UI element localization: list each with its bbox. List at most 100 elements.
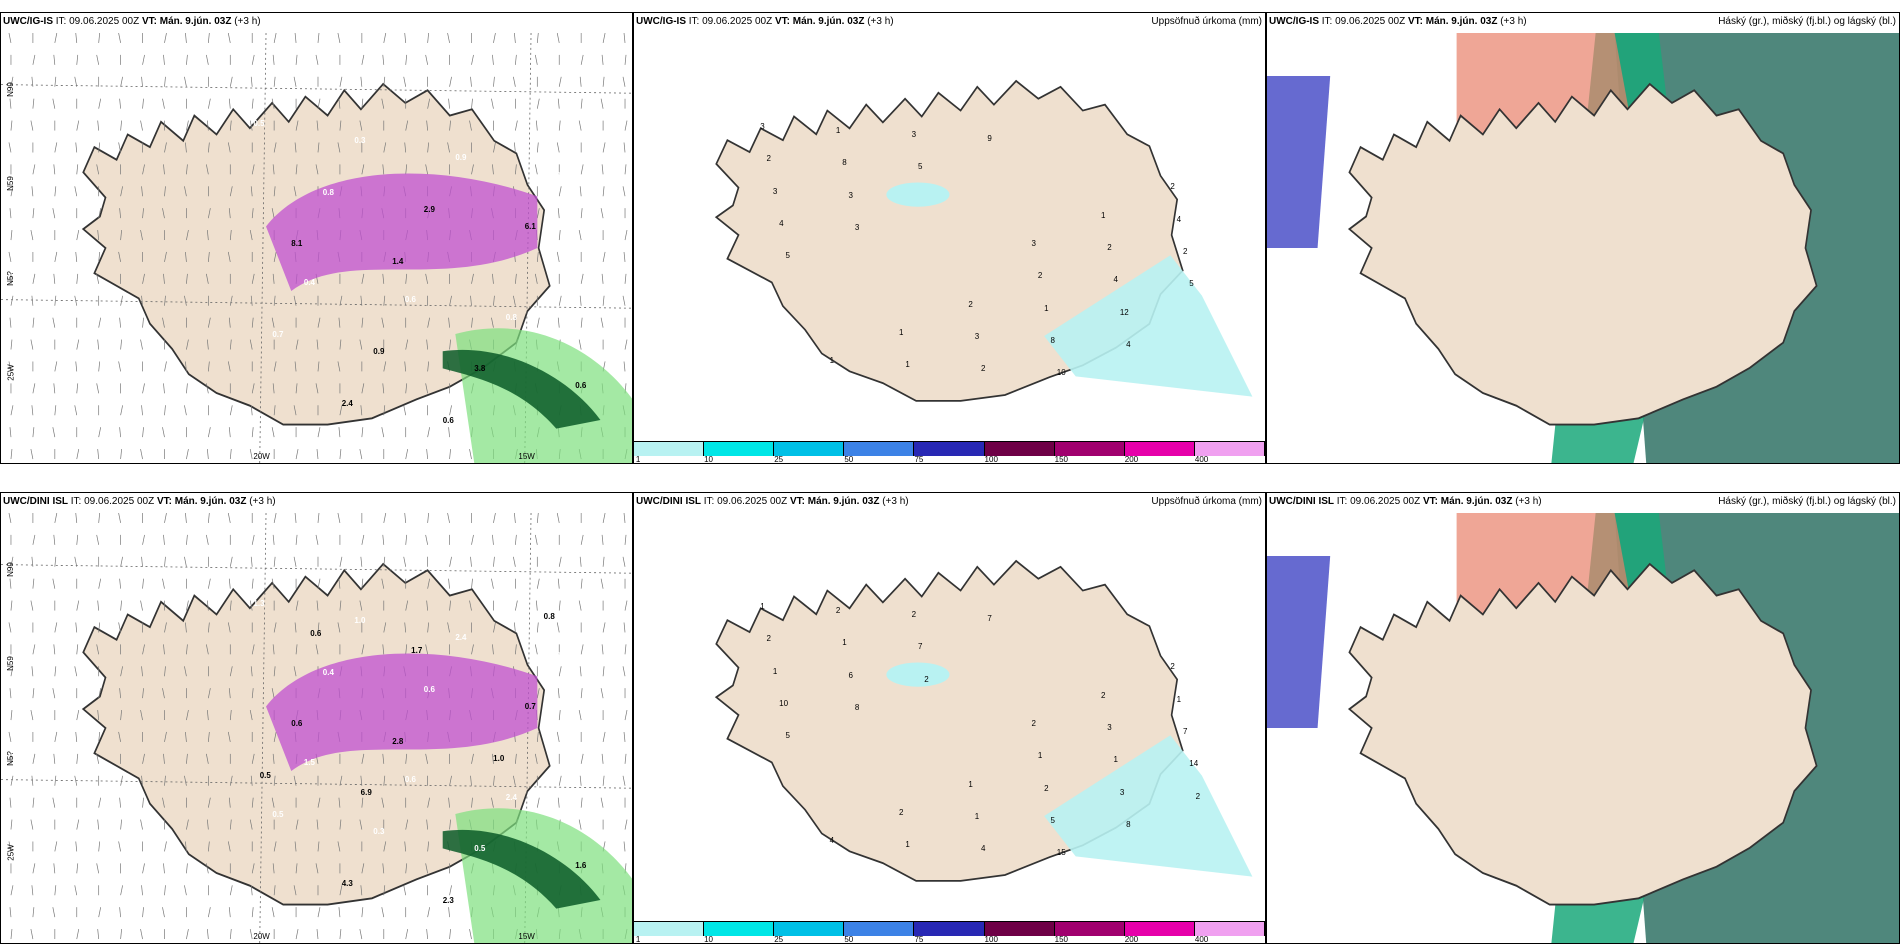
colorbar-tick: 400 <box>1194 455 1209 464</box>
wind-barb <box>295 383 298 394</box>
wind-barb <box>140 339 143 350</box>
wind-barb <box>622 76 626 87</box>
wind-barb <box>31 556 34 567</box>
wind-barb <box>229 710 232 721</box>
wind-barb <box>96 54 100 65</box>
wind-barb <box>251 54 255 65</box>
colorbar-segment <box>634 442 705 456</box>
longitude-label: 20W <box>253 932 270 941</box>
wind-barb <box>54 841 58 852</box>
precip-value-label: 2 <box>1031 719 1036 729</box>
wind-barb <box>186 534 188 545</box>
precip-value-label: 3 <box>1107 723 1112 733</box>
wind-barb <box>447 622 450 633</box>
wind-barb <box>580 164 584 175</box>
precip-value-label: 2 <box>1170 182 1175 192</box>
iceland-land <box>1347 562 1818 906</box>
wind-value-label: 8.1 <box>291 239 303 249</box>
wind-barb <box>30 339 34 350</box>
wind-barb <box>10 76 14 87</box>
wind-barb <box>580 273 584 284</box>
colorbar-tick: 100 <box>984 455 998 464</box>
wind-barb <box>513 295 516 306</box>
wind-barb <box>96 273 100 284</box>
wind-barb <box>558 666 562 677</box>
wind-barb <box>120 405 123 416</box>
wind-barb <box>337 142 341 153</box>
wind-barb <box>382 863 385 874</box>
wind-barb <box>426 339 428 350</box>
wind-barb <box>623 142 626 153</box>
precip-purple <box>266 173 538 291</box>
precip-value-label: 2 <box>1044 783 1049 793</box>
wind-barb <box>273 885 276 896</box>
wind-value-label: 1.3 <box>253 599 265 608</box>
wind-barb <box>602 666 605 677</box>
wind-barb <box>164 556 166 567</box>
wind-barb <box>359 120 363 131</box>
wind-barb <box>228 208 231 219</box>
wind-barb <box>75 513 78 523</box>
wind-barb <box>536 251 539 262</box>
wind-barb <box>339 295 343 306</box>
wind-barb <box>557 797 560 808</box>
colorbar-tick: 25 <box>774 935 784 944</box>
map-panel-6: UWC/DINI ISL IT: 09.06.2025 00Z VT: Mán.… <box>1266 492 1900 944</box>
wind-barb <box>580 317 583 328</box>
wind-barb <box>249 448 253 460</box>
wind-barb <box>10 819 13 830</box>
wind-barb <box>250 186 253 197</box>
wind-barb <box>9 797 12 808</box>
wind-barb <box>119 208 121 219</box>
wind-barb <box>383 841 387 852</box>
wind-barb <box>361 863 365 874</box>
wind-barb <box>31 775 34 786</box>
wind-barb <box>469 928 472 940</box>
wind-barb <box>118 142 121 153</box>
wind-barb <box>120 819 122 830</box>
wind-barb <box>558 186 562 197</box>
colorbar-segment <box>634 922 705 936</box>
wind-barb <box>405 383 408 394</box>
colorbar-tick: 75 <box>914 935 924 944</box>
model-name: UWC/IG-IS <box>636 16 686 27</box>
wind-barb <box>623 361 626 372</box>
wind-barb <box>601 644 604 655</box>
wind-barb <box>493 622 496 633</box>
wind-barb <box>227 142 231 153</box>
wind-barb <box>228 688 231 699</box>
wind-barb <box>184 556 187 567</box>
wind-barb <box>186 164 188 175</box>
wind-barb <box>580 688 583 699</box>
wind-barb <box>580 54 584 65</box>
wind-barb <box>164 731 167 743</box>
wind-barb <box>142 54 145 65</box>
wind-barb <box>32 688 35 699</box>
wind-barb <box>251 797 254 808</box>
wind-barb <box>229 230 232 241</box>
wind-barb <box>9 208 12 219</box>
precip-value-label: 2 <box>1182 247 1188 257</box>
wind-barb <box>118 731 121 743</box>
wind-barb <box>361 534 365 545</box>
precip-value-label: 2 <box>911 609 917 619</box>
wind-barb <box>118 361 121 372</box>
wind-barb <box>162 427 165 438</box>
wind-barb <box>425 54 428 65</box>
wind-barb <box>449 449 451 460</box>
wind-barb <box>359 339 363 350</box>
wind-barb <box>272 534 275 545</box>
wind-barb <box>514 622 516 633</box>
wind-barb <box>425 164 428 175</box>
wind-barb <box>361 753 365 764</box>
init-time: 09.06.2025 00Z <box>1350 496 1421 507</box>
wind-barb <box>31 885 34 896</box>
precip-value-label: 8 <box>1050 336 1055 345</box>
wind-barb <box>76 120 80 131</box>
wind-barb <box>600 797 604 808</box>
wind-barb <box>515 120 518 131</box>
precip-value-label: 3 <box>760 121 765 131</box>
lead-time: (+3 h) <box>234 16 261 27</box>
colorbar-tick: 1 <box>635 935 641 944</box>
wind-barb <box>339 885 343 896</box>
